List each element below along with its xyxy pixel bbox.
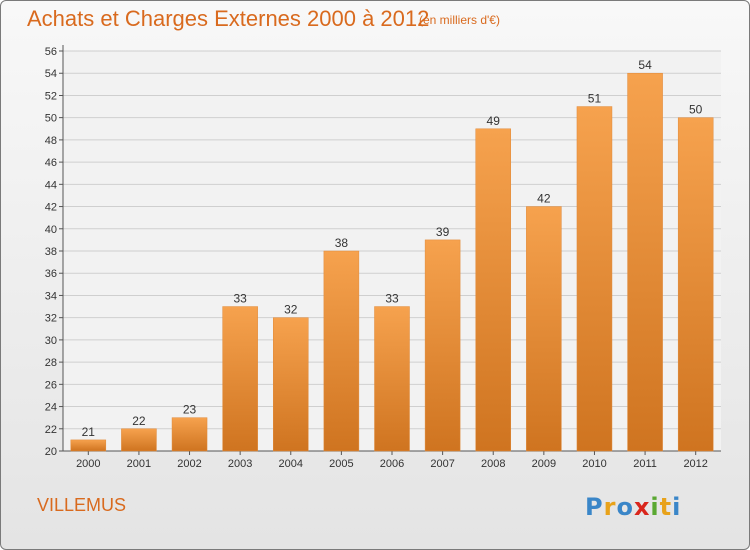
data-label-2004: 32 [284,303,298,317]
x-tick-label-2005: 2005 [329,458,353,470]
chart-subtitle: (en milliers d'€) [419,13,500,27]
bar-2012 [677,117,714,452]
y-tick-label: 36 [45,268,57,280]
x-tick-label-2011: 2011 [633,458,657,470]
y-tick-label: 30 [45,335,57,347]
proxiti-logo: Proxiti [585,493,681,521]
y-tick-label: 48 [45,135,57,147]
y-tick-label: 46 [45,157,57,169]
x-tick-label-2002: 2002 [177,458,201,470]
logo-letter: i [672,493,682,521]
y-tick-label: 22 [45,424,57,436]
bar-2011 [627,72,663,452]
town-name: VILLEMUS [37,495,127,515]
x-tick-label-2004: 2004 [279,458,303,470]
x-tick-label-2007: 2007 [430,458,454,470]
bar-2006 [374,306,410,452]
x-tick-label-2012: 2012 [683,458,707,470]
data-label-2007: 39 [436,225,450,239]
logo-letter: o [616,493,634,521]
y-tick-label: 50 [45,113,57,125]
bar-2009 [526,206,562,452]
y-tick-label: 42 [45,202,57,214]
logo-letter: t [659,493,673,521]
x-tick-label-2003: 2003 [228,458,252,470]
x-tick-label-2010: 2010 [582,458,606,470]
data-label-2002: 23 [183,403,197,417]
y-tick-label: 32 [45,313,57,325]
data-label-2001: 22 [132,414,146,428]
bar-2002 [171,417,208,452]
y-tick-label: 28 [45,357,57,369]
x-tick-label-2001: 2001 [127,458,151,470]
y-tick-label: 26 [45,379,57,391]
y-tick-label: 34 [45,290,57,302]
x-tick-label-2006: 2006 [380,458,404,470]
y-tick-label: 44 [45,179,57,191]
logo-letter: r [603,493,617,521]
chart-title: Achats et Charges Externes 2000 à 2012 [27,6,430,31]
x-tick-label-2000: 2000 [76,458,100,470]
x-tick-label-2009: 2009 [532,458,556,470]
data-label-2006: 33 [385,292,399,306]
data-label-2003: 33 [233,292,247,306]
y-tick-label: 56 [45,46,57,58]
logo-letter: P [585,493,604,521]
bar-2003 [222,306,258,452]
data-label-2011: 54 [638,58,652,72]
bar-2001 [121,428,157,452]
data-label-2005: 38 [335,236,349,250]
data-label-2000: 21 [82,425,96,439]
data-label-2010: 51 [588,92,602,106]
logo-letter: x [633,493,651,521]
x-tick-label-2008: 2008 [481,458,505,470]
y-tick-label: 24 [45,402,57,414]
y-tick-label: 40 [45,224,57,236]
bar-2004 [273,317,309,452]
bar-2000 [70,439,107,452]
y-tick-label: 52 [45,90,57,102]
y-tick-label: 38 [45,246,57,258]
bar-2007 [424,239,461,452]
data-label-2008: 49 [487,114,501,128]
y-tick-label: 20 [45,446,57,458]
data-label-2012: 50 [689,103,703,117]
y-tick-label: 54 [45,68,57,80]
data-label-2009: 42 [537,192,551,206]
bar-2008 [475,128,511,452]
bar-2010 [576,106,613,452]
logo-letter: i [650,493,660,521]
bar-2005 [323,250,360,452]
